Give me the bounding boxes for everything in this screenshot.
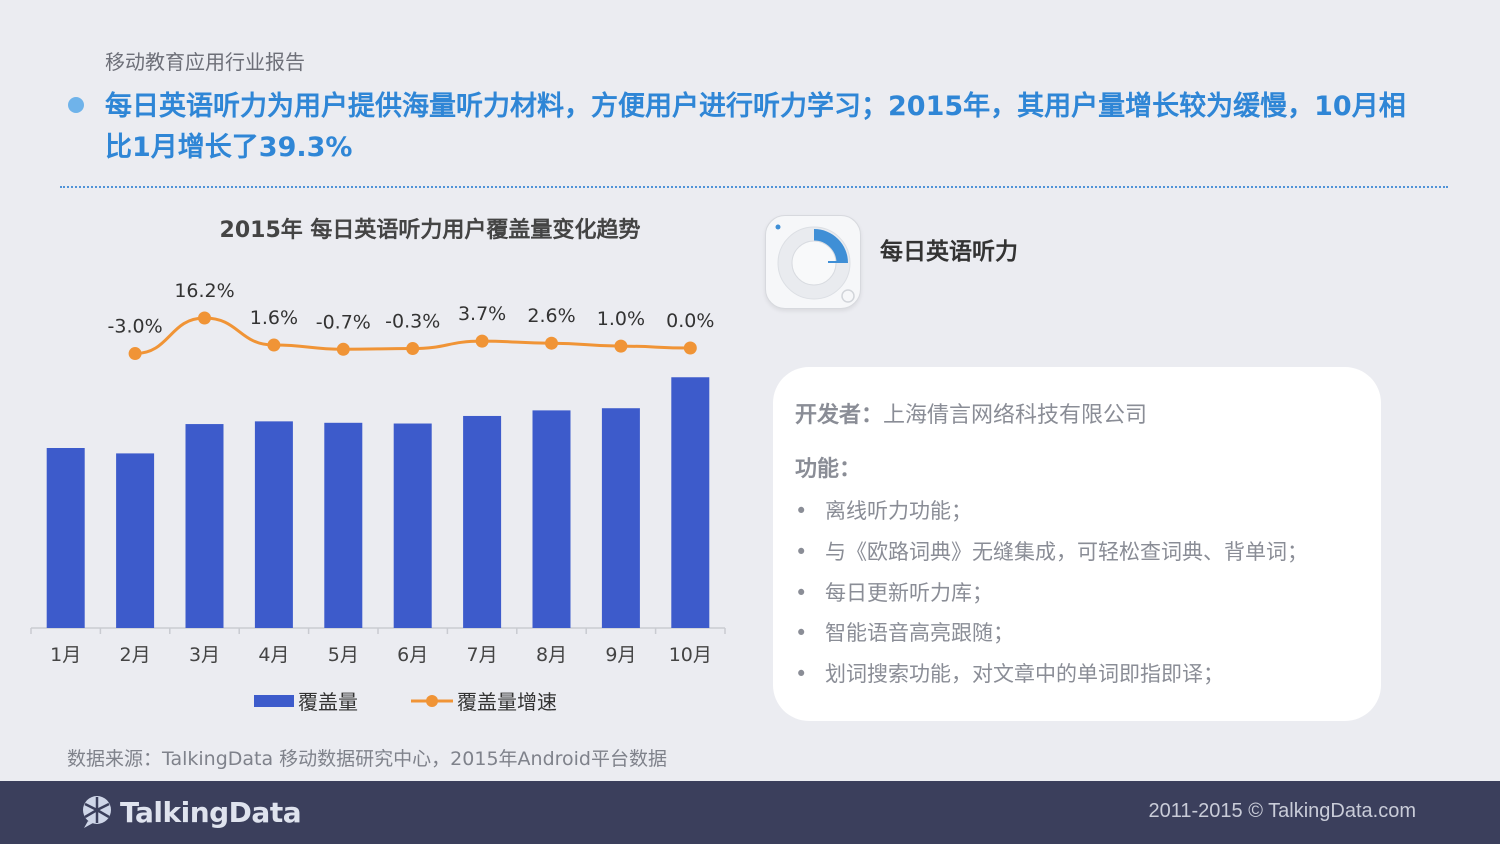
feature-text: 智能语音高亮跟随； — [825, 621, 1014, 645]
growth-point — [614, 339, 628, 353]
x-tick-label: 9月 — [605, 644, 636, 666]
growth-point — [128, 347, 142, 361]
legend-bar-swatch — [254, 695, 294, 707]
app-info-card: 开发者：上海倩言网络科技有限公司 功能： • 离线听力功能； • 与《欧路词典》无缝… — [773, 367, 1381, 721]
developer-line: 开发者：上海倩言网络科技有限公司 — [795, 397, 1147, 429]
headline: 每日英语听力为用户提供海量听力材料，方便用户进行听力学习；2015年，其用户量增… — [105, 91, 1406, 163]
x-tick-label: 4月 — [258, 644, 289, 666]
growth-data-label: 2.6% — [527, 305, 575, 327]
headline-bullet-icon — [68, 97, 84, 113]
footer-logo-text: TalkingData — [120, 795, 302, 829]
growth-point — [267, 338, 281, 352]
feature-text: 划词搜索功能，对文章中的单词即指即译； — [825, 662, 1224, 686]
feature-item: • 划词搜索功能，对文章中的单词即指即译； — [795, 658, 1224, 688]
feature-item: • 智能语音高亮跟随； — [795, 617, 1014, 647]
growth-data-label: -0.7% — [316, 311, 371, 333]
audio-dial-icon — [775, 224, 855, 303]
feature-item: • 每日更新听力库； — [795, 577, 993, 607]
feature-item: • 离线听力功能； — [795, 495, 972, 525]
x-tick-label: 8月 — [536, 644, 567, 666]
bullet-icon: • — [795, 499, 808, 523]
bar — [601, 408, 640, 628]
growth-data-label: 16.2% — [174, 280, 234, 302]
growth-point — [406, 342, 420, 356]
bar — [671, 377, 710, 628]
features-heading: 功能： — [795, 451, 861, 483]
growth-point — [475, 334, 489, 348]
feature-text: 每日更新听力库； — [825, 581, 993, 605]
legend-bar-label: 覆盖量 — [298, 690, 358, 714]
bullet-icon: • — [795, 662, 808, 686]
chart-title: 2015年 每日英语听力用户覆盖量变化趋势 — [219, 218, 641, 243]
footer-copyright: 2011-2015 © TalkingData.com — [1148, 800, 1417, 822]
footer-logo: TalkingData — [80, 795, 302, 829]
feature-text: 与《欧路词典》无缝集成，可轻松查词典、背单词； — [825, 540, 1308, 564]
bar — [532, 410, 571, 628]
footer: TalkingData 2011-2015 © TalkingData.com — [0, 781, 1500, 844]
growth-data-label: -3.0% — [108, 316, 163, 338]
growth-data-label: 1.6% — [250, 307, 298, 329]
bar — [185, 424, 224, 628]
bar — [324, 422, 363, 628]
source-note: 数据来源：TalkingData 移动数据研究中心，2015年Android平台… — [67, 748, 667, 770]
bullet-icon: • — [795, 581, 808, 605]
growth-data-label: 0.0% — [666, 310, 714, 332]
growth-point — [336, 342, 350, 356]
divider — [60, 186, 1448, 188]
feature-text: 离线听力功能； — [825, 499, 972, 523]
section-label: 移动教育应用行业报告 — [105, 50, 305, 74]
bullet-icon: • — [795, 621, 808, 645]
x-tick-label: 1月 — [50, 644, 81, 666]
x-tick-label: 5月 — [328, 644, 359, 666]
x-tick-label: 7月 — [467, 644, 498, 666]
talkingdata-logo-icon — [83, 796, 111, 828]
developer-value: 上海倩言网络科技有限公司 — [883, 403, 1148, 428]
bullet-icon: • — [795, 540, 808, 564]
x-tick-label: 2月 — [120, 644, 151, 666]
legend-line-marker — [426, 695, 438, 707]
x-tick-label: 3月 — [189, 644, 220, 666]
x-tick-label: 10月 — [669, 644, 712, 666]
growth-point — [545, 336, 558, 350]
growth-data-label: -0.3% — [385, 311, 440, 333]
growth-point — [198, 311, 211, 325]
bar — [254, 421, 293, 628]
growth-point — [683, 341, 697, 355]
features-label: 功能： — [795, 457, 862, 482]
app-name: 每日英语听力 — [880, 239, 1018, 265]
feature-item: • 与《欧路词典》无缝集成，可轻松查词典、背单词； — [795, 536, 1308, 566]
developer-label: 开发者： — [795, 403, 884, 428]
legend-line-label: 覆盖量增速 — [457, 690, 557, 714]
coverage-chart: 1月 2月 3月 4月 5月 6月 7月 8月 9月 10月 -3.0% 16.2% 1.6% -0.7%… — [30, 280, 726, 714]
bar — [393, 423, 432, 628]
bar — [463, 415, 502, 628]
bar — [46, 448, 85, 628]
bar — [116, 453, 155, 628]
growth-data-label: 3.7% — [458, 303, 506, 325]
growth-data-label: 1.0% — [597, 308, 645, 330]
app-icon — [765, 215, 861, 309]
x-tick-label: 6月 — [397, 644, 428, 666]
